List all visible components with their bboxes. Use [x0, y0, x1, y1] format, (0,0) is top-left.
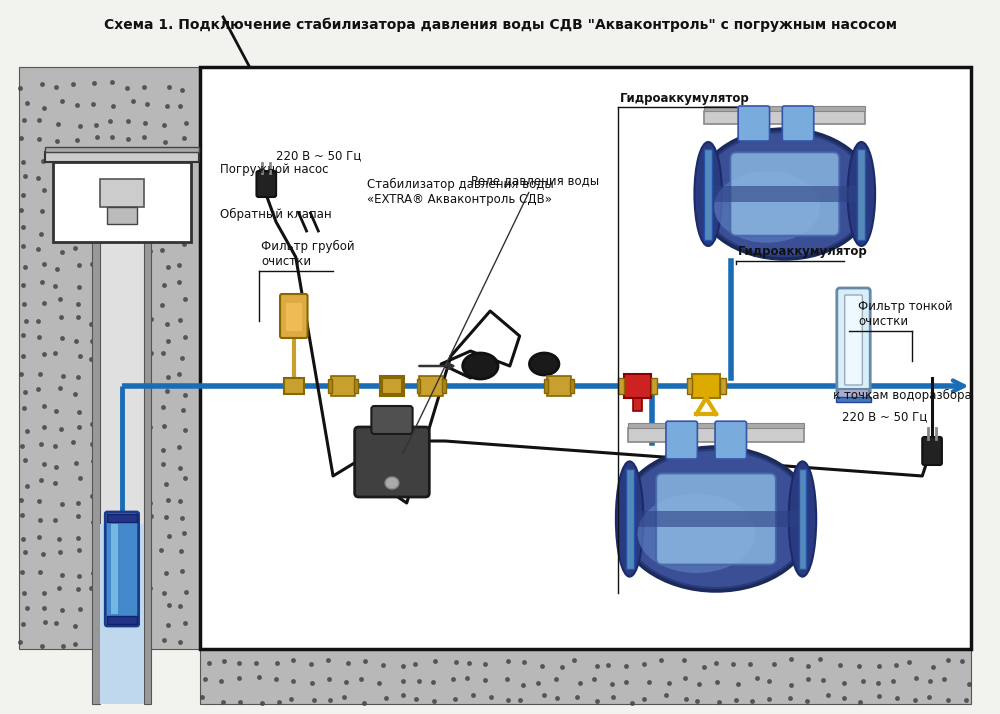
Bar: [633, 398, 642, 411]
Ellipse shape: [622, 451, 810, 587]
Text: Фильтр грубой
очистки: Фильтр грубой очистки: [261, 240, 355, 268]
Bar: [419, 376, 443, 396]
Bar: [570, 379, 574, 393]
Bar: [200, 649, 971, 704]
FancyBboxPatch shape: [105, 512, 139, 626]
FancyBboxPatch shape: [256, 171, 276, 197]
Bar: [100, 179, 144, 207]
Bar: [284, 378, 304, 394]
Bar: [544, 379, 548, 393]
Bar: [687, 378, 692, 394]
Bar: [354, 379, 358, 393]
Text: Гидроаккумулятор: Гидроаккумулятор: [620, 92, 750, 105]
Bar: [704, 186, 865, 202]
Bar: [92, 164, 100, 704]
FancyBboxPatch shape: [656, 473, 776, 565]
Bar: [200, 67, 971, 649]
Bar: [107, 514, 137, 522]
Bar: [100, 524, 144, 704]
Bar: [857, 149, 865, 239]
FancyBboxPatch shape: [715, 421, 746, 459]
Bar: [19, 67, 200, 649]
FancyBboxPatch shape: [730, 152, 839, 236]
Bar: [626, 511, 806, 527]
Ellipse shape: [637, 494, 755, 573]
Bar: [144, 164, 151, 704]
Ellipse shape: [694, 142, 722, 246]
Text: 220 В ~ 50 Гц: 220 В ~ 50 Гц: [842, 410, 927, 423]
FancyBboxPatch shape: [845, 295, 862, 385]
Bar: [799, 468, 806, 569]
Ellipse shape: [714, 171, 820, 243]
FancyBboxPatch shape: [782, 106, 814, 141]
Text: Гидроаккумулятор: Гидроаккумулятор: [738, 245, 867, 258]
Bar: [836, 397, 871, 402]
Bar: [704, 149, 712, 239]
Ellipse shape: [789, 461, 816, 577]
FancyBboxPatch shape: [371, 406, 413, 434]
Bar: [442, 379, 446, 393]
Text: Стабилизатор давления воды
«EXTRA® Акваконтроль СДВ»: Стабилизатор давления воды «EXTRA® Аквак…: [367, 178, 554, 206]
Bar: [45, 152, 199, 162]
Bar: [286, 303, 302, 331]
Ellipse shape: [529, 353, 559, 375]
Bar: [628, 428, 804, 442]
Ellipse shape: [848, 142, 875, 246]
Text: к точкам водоразбора: к точкам водоразбора: [833, 389, 971, 402]
Bar: [547, 376, 571, 396]
FancyBboxPatch shape: [280, 294, 308, 338]
Bar: [624, 374, 651, 398]
Bar: [651, 378, 657, 394]
Bar: [692, 374, 720, 398]
Bar: [111, 524, 118, 614]
Bar: [618, 378, 624, 394]
FancyBboxPatch shape: [355, 427, 429, 497]
Ellipse shape: [385, 477, 399, 489]
Bar: [628, 423, 804, 428]
Ellipse shape: [463, 353, 498, 379]
Bar: [720, 378, 726, 394]
Bar: [704, 111, 865, 124]
Bar: [107, 207, 137, 224]
Text: Схема 1. Подключение стабилизатора давления воды СДВ "Акваконтроль" с погружным : Схема 1. Подключение стабилизатора давле…: [104, 18, 896, 32]
Text: Обратный клапан: Обратный клапан: [220, 208, 332, 221]
Ellipse shape: [696, 129, 873, 259]
FancyBboxPatch shape: [666, 421, 697, 459]
Bar: [382, 378, 402, 394]
FancyBboxPatch shape: [738, 106, 770, 141]
Bar: [838, 389, 869, 399]
Bar: [417, 379, 420, 393]
Bar: [107, 616, 137, 624]
Ellipse shape: [616, 461, 643, 577]
Bar: [704, 106, 865, 111]
Text: Реле давления воды: Реле давления воды: [403, 174, 599, 453]
Text: 220 В ~ 50 Гц: 220 В ~ 50 Гц: [276, 149, 361, 162]
Bar: [45, 147, 199, 152]
Bar: [380, 376, 404, 396]
Bar: [331, 376, 355, 396]
Text: Погружной насос: Погружной насос: [220, 163, 329, 176]
Text: Фильтр тонкой
очистки: Фильтр тонкой очистки: [858, 300, 953, 328]
Bar: [328, 379, 332, 393]
Bar: [100, 164, 144, 704]
Bar: [626, 468, 634, 569]
Ellipse shape: [618, 447, 814, 591]
FancyBboxPatch shape: [837, 288, 870, 394]
Ellipse shape: [700, 133, 869, 255]
FancyBboxPatch shape: [922, 437, 942, 465]
Bar: [53, 162, 191, 242]
